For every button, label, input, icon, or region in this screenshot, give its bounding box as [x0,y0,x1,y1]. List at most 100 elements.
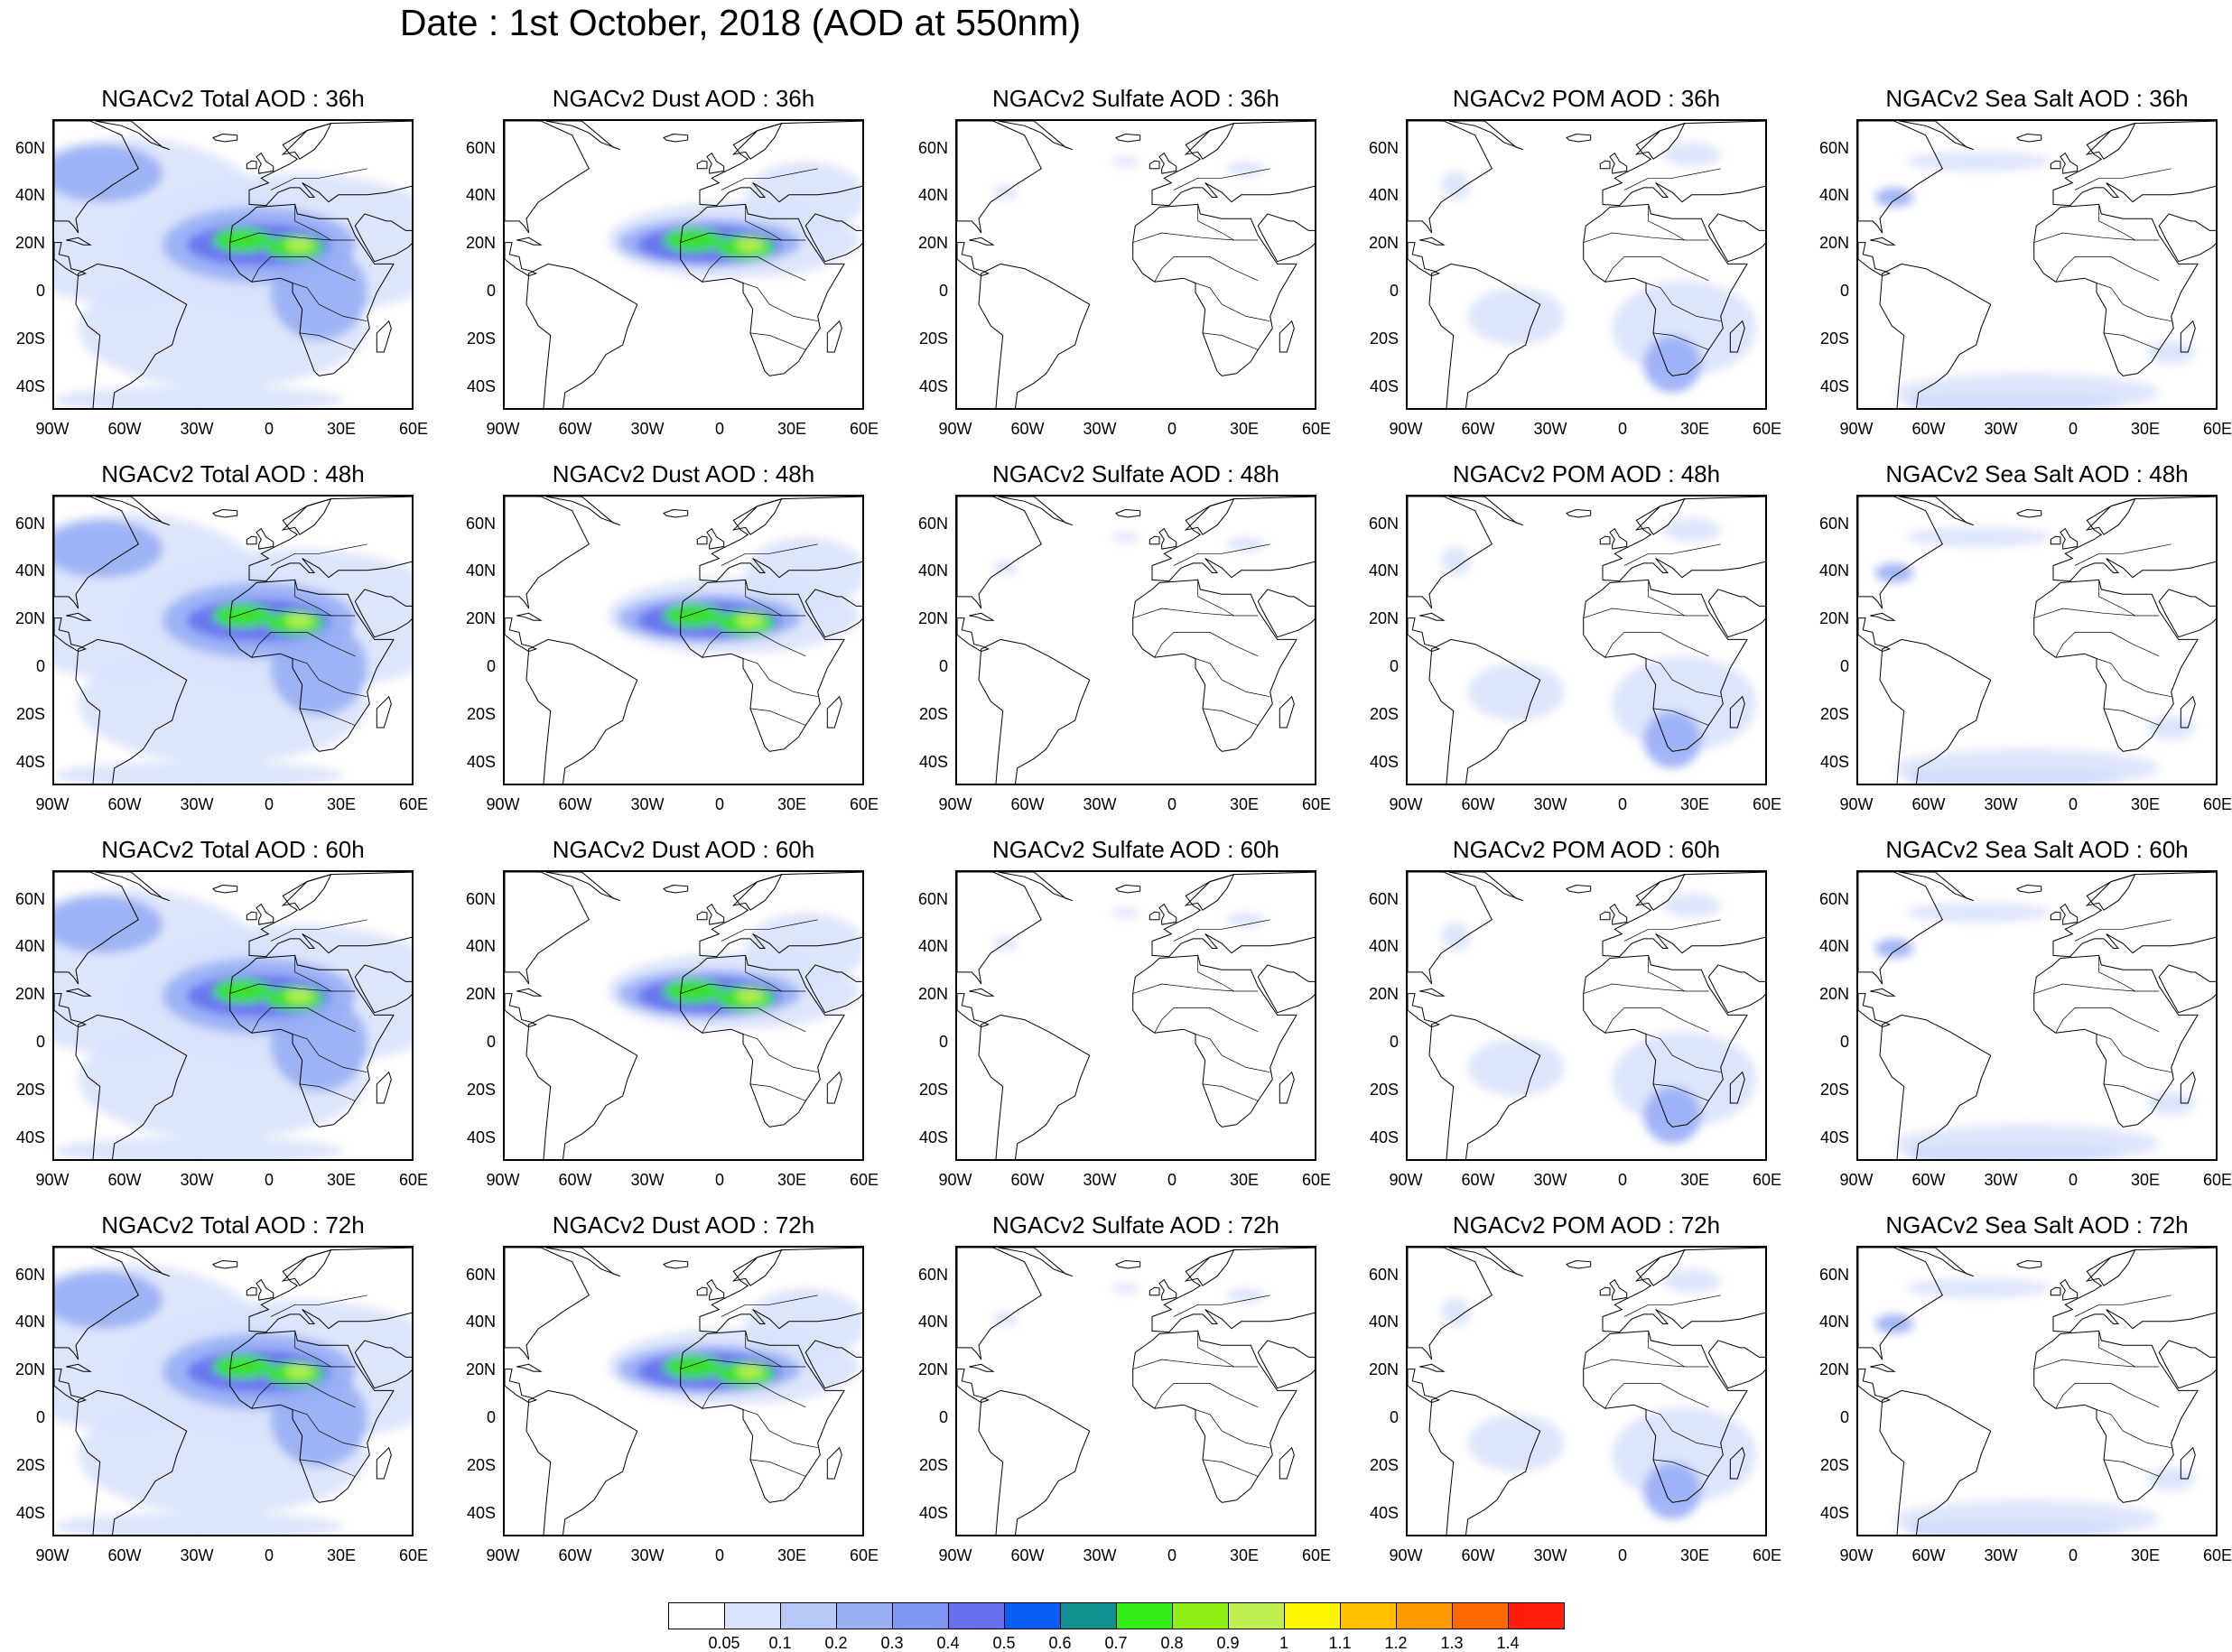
coastline-ireland [696,160,708,170]
coastline-madagascar [2180,695,2196,729]
country-border [1195,658,1270,698]
coastline-cuba [1870,612,1896,621]
panel-title: NGACv2 POM AOD : 60h [1452,836,1721,863]
coastline-ireland [1149,535,1160,545]
aerosol-plume [736,613,765,628]
country-border [2033,1359,2160,1369]
coastline-northAmerica [1408,497,1493,609]
aerosol-plume [1874,1313,1914,1334]
lat-tick-label: 40S [1369,1128,1399,1146]
coastline-iceland [663,508,689,518]
map-svg [54,121,412,408]
aerosol-plume [1874,187,1914,208]
lon-tick-label: 60E [1752,1171,1782,1189]
coastline-southAmerica [1428,263,1541,408]
lat-tick-label: 40S [466,376,496,395]
map-area [955,119,1316,410]
coastline-madagascar [376,320,392,353]
lat-tick-label: 0 [35,1408,45,1427]
coastline-iceland [1115,133,1141,143]
coastline-southAmerica [75,1389,188,1535]
lat-tick-label: 60N [1368,514,1399,533]
map-svg [54,497,412,784]
lat-tick-label: 60N [1368,889,1399,908]
coastline-europe [2052,121,2216,207]
coastline-southAmerica [525,1014,638,1159]
lat-tick-label: 0 [1389,657,1399,676]
lon-tick-label: 90W [486,1546,520,1564]
lon-tick-label: 30E [326,1546,357,1564]
lon-tick-label: 60E [1752,420,1782,438]
lat-tick-label: 60N [465,1265,496,1284]
aerosol-plume [1643,1462,1702,1519]
coastline-europe [1151,497,1315,582]
coastline-ireland [2050,1286,2061,1296]
colorbar-swatch [1508,1602,1565,1629]
coastline-arabia [804,213,862,263]
aerosol-plume [1894,1499,2160,1535]
coastline-greenland [545,497,621,526]
lat-tick-label: 40S [918,1503,948,1522]
country-border [2055,632,2160,658]
lat-tick-label: 20N [1818,234,1849,253]
colorbar-label: 0.8 [1160,1634,1184,1652]
lat-tick-label: 60N [1818,1265,1849,1284]
coastline-africa [229,954,395,1128]
coastline-northAmerica [1858,497,1943,609]
coastline-centralAmerica [957,617,990,653]
lat-tick-label: 40S [1369,1503,1399,1522]
lat-tick-label: 40N [14,561,45,580]
country-border [2103,332,2160,350]
lon-tick-label: 60W [1010,1546,1045,1564]
coastline-greenland [998,121,1074,151]
coastline-centralAmerica [54,242,88,277]
lat-tick-label: 40S [1819,1503,1849,1522]
country-border [702,632,806,658]
lon-tick-label: 60E [849,1546,879,1564]
aerosol-plume [285,613,314,628]
coastline-southAmerica [978,1389,1091,1535]
aerosol-plume [745,536,862,609]
lat-tick-label: 20N [465,234,496,253]
coastline-iceland [2016,1259,2042,1269]
coastline-madagascar [1729,1071,1745,1104]
lat-tick-label: 0 [1389,282,1399,301]
country-border [1132,983,1259,994]
coastline-arabia [1707,964,1765,1014]
coastline-centralAmerica [505,617,538,653]
coastline-africa [2033,579,2199,752]
coastline-madagascar [376,1071,392,1104]
lon-tick-label: 90W [1839,1171,1874,1189]
coastline-greenland [998,872,1074,902]
coastline-cuba [516,612,543,621]
colorbar-label: 0.2 [824,1634,848,1652]
lon-tick-label: 60W [1010,795,1045,813]
lon-tick-label: 30W [630,420,665,438]
coastline-madagascar [826,695,842,729]
lat-tick-label: 20N [917,234,948,253]
lon-tick-label: 30E [1229,420,1260,438]
country-border [2074,1295,2172,1317]
coastline-cuba [66,1363,92,1372]
coastline-southAmerica [75,263,188,408]
country-border [680,608,806,618]
lon-tick-label: 30E [2130,795,2161,813]
lat-tick-label: 40S [1819,376,1849,395]
country-border [294,1331,331,1368]
lat-tick-label: 60N [465,514,496,533]
aerosol-plume [1467,1414,1565,1472]
lat-tick-label: 60N [1368,138,1399,157]
coastline-britain [706,903,725,925]
lat-tick-label: 20S [1369,329,1399,348]
colorbar-swatch [892,1602,949,1629]
coastline-arabia [804,1340,862,1389]
map-area [52,1246,414,1536]
coastline-greenland [545,872,621,902]
coastline-southAmerica [1879,638,1992,784]
panel-title: NGACv2 Sulfate AOD : 60h [992,836,1279,863]
lat-tick-label: 40S [15,1128,45,1146]
map-area [503,495,864,785]
lat-tick-label: 40S [15,752,45,771]
coastline-madagascar [826,1071,842,1104]
coastline-arabia [804,964,862,1014]
